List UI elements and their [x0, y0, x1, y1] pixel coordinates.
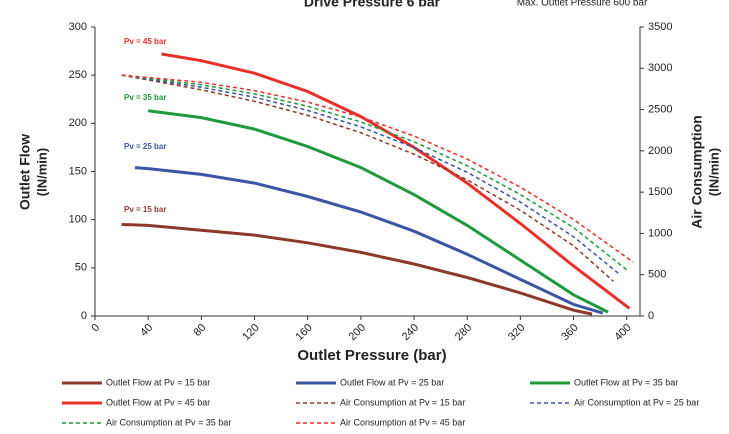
x-tick-label: 40: [138, 322, 155, 339]
x-axis-label: Outlet Pressure (bar): [297, 347, 446, 364]
legend-label: Air Consumption at Pv = 15 bar: [340, 397, 465, 407]
legend-label: Outlet Flow at Pv = 15 bar: [106, 377, 210, 387]
y-tick-label: 200: [69, 117, 87, 129]
x-tick-label: 240: [400, 322, 421, 343]
air-line: [121, 74, 634, 263]
y2-axis-label: (lN/min): [706, 148, 721, 196]
legend-label: Outlet Flow at Pv = 25 bar: [340, 377, 444, 387]
annotation: Pv = 15 bar: [124, 205, 166, 214]
x-tick-label: 0: [89, 322, 102, 335]
y2-tick-label: 2500: [648, 103, 672, 115]
y2-tick-label: 2000: [648, 145, 672, 157]
y2-tick-label: 0: [648, 310, 654, 322]
x-tick-label: 160: [293, 322, 314, 343]
y2-tick-label: 3500: [648, 21, 672, 33]
annotation: Pv = 25 bar: [124, 142, 166, 151]
legend-label: Air Consumption at Pv = 25 bar: [574, 397, 699, 407]
chart-subtitle: Max. Outlet Pressure 600 bar: [517, 0, 648, 9]
y2-tick-label: 500: [648, 269, 666, 281]
y-tick-label: 100: [69, 214, 87, 226]
air-line: [121, 74, 621, 276]
legend-label: Outlet Flow at Pv = 45 bar: [106, 397, 210, 407]
y-tick-label: 150: [69, 165, 87, 177]
y2-tick-label: 3000: [648, 62, 672, 74]
legend-label: Outlet Flow at Pv = 35 bar: [574, 377, 678, 387]
flow-line: [134, 166, 604, 315]
y-tick-label: 50: [75, 262, 87, 274]
x-tick-label: 320: [506, 322, 527, 343]
y-tick-label: 250: [69, 69, 87, 81]
y-tick-label: 0: [81, 310, 87, 322]
x-tick-label: 120: [240, 322, 261, 343]
y2-tick-label: 1500: [648, 186, 672, 198]
x-tick-label: 80: [191, 322, 208, 339]
y-axis-label: Outlet Flow: [17, 134, 33, 210]
annotation: Pv = 35 bar: [124, 93, 166, 102]
y2-tick-label: 1000: [648, 227, 672, 239]
chart-title: Drive Pressure 6 bar: [304, 0, 441, 10]
air-line: [121, 74, 628, 271]
y-axis-label: (lN/min): [34, 148, 49, 196]
x-tick-label: 280: [453, 322, 474, 343]
flow-line: [161, 52, 631, 310]
annotation: Pv = 45 bar: [124, 37, 166, 46]
x-tick-label: 200: [347, 322, 368, 343]
x-tick-label: 360: [559, 322, 580, 343]
flow-line: [121, 223, 593, 316]
legend-label: Air Consumption at Pv = 35 bar: [106, 417, 231, 427]
air-line: [121, 74, 614, 282]
flow-line: [148, 109, 609, 314]
x-tick-label: 400: [612, 322, 633, 343]
y-tick-label: 300: [69, 21, 87, 33]
legend-label: Air Consumption at Pv = 45 bar: [340, 417, 465, 427]
y2-axis-label: Air Consumption: [689, 115, 705, 229]
